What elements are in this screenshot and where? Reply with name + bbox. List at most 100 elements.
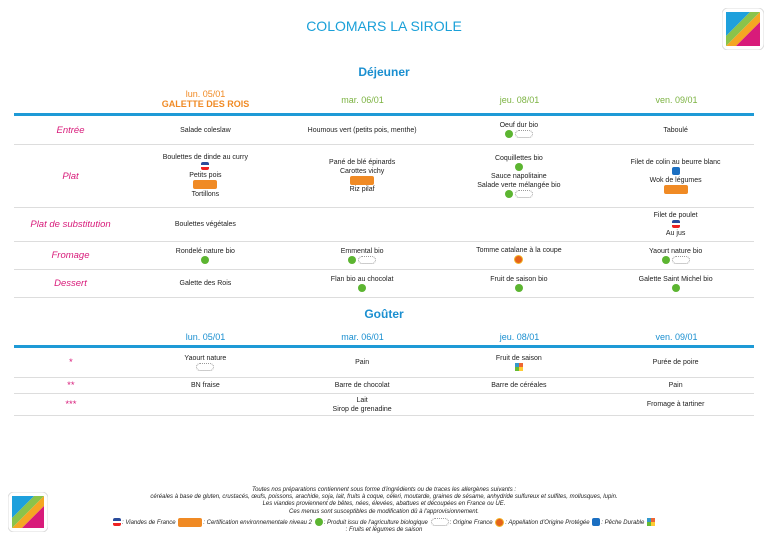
- cell: Filet de colin au beurre blanc Wok de lég…: [597, 144, 754, 208]
- label-icon: [646, 518, 655, 527]
- text: Fruit de saison bio: [490, 275, 548, 283]
- cell: Emmental bio: [283, 241, 441, 270]
- label-icon: [671, 166, 680, 175]
- label-icon: [514, 189, 533, 198]
- text: Pain: [668, 382, 683, 389]
- label-icon: [671, 255, 690, 264]
- text: Salade verte mélangée bio: [477, 181, 561, 189]
- label-icon: [504, 130, 513, 139]
- text: : Appellation d'Origine Protégée: [505, 519, 590, 526]
- row-label: ***: [14, 393, 127, 416]
- page-title: COLOMARS LA SIROLE: [306, 18, 462, 34]
- text: Tomme catalane à la coupe: [476, 247, 562, 255]
- text: céréales à base de gluten, crustacés, œu…: [150, 494, 618, 501]
- lunch-days: lun. 05/01 GALETTE DES ROIS mar. 06/01 je…: [14, 89, 754, 113]
- text: Ces menus sont susceptibles de modificat…: [289, 508, 479, 515]
- text: : Pêche Durable: [601, 519, 645, 526]
- cell: Fruit de saison: [440, 346, 598, 378]
- footer: Toutes nos préparations contiennent sous…: [60, 487, 708, 534]
- text: Rondelé nature bio: [175, 247, 235, 255]
- text: Pain: [355, 359, 370, 366]
- text: Coquillettes bio: [494, 154, 543, 162]
- text: Fromage à tartiner: [646, 401, 705, 408]
- text: Emmental bio: [340, 247, 384, 255]
- cell: Pain: [283, 346, 441, 378]
- text: Yaourt nature: [184, 354, 227, 362]
- text: Fruit de saison: [495, 354, 542, 362]
- cell: [283, 207, 441, 242]
- label-icon: [514, 130, 533, 139]
- cell: [440, 207, 598, 242]
- cell: [440, 393, 598, 416]
- label-icon: [671, 220, 680, 229]
- label-icon: [113, 518, 122, 527]
- text: Petits pois: [189, 172, 222, 180]
- logo: [722, 8, 764, 50]
- cell: Yaourt nature bio: [597, 241, 754, 270]
- text: : Produit issu de l'agriculture biologiq…: [323, 519, 428, 526]
- text: Filet de poulet: [653, 212, 698, 219]
- cell: Rondelé nature bio: [127, 241, 284, 270]
- cell: [127, 393, 284, 416]
- row-label: *: [14, 346, 127, 378]
- text: Oeuf dur bio: [499, 122, 539, 129]
- day: mar. 06/01: [341, 95, 384, 105]
- label-icon: [358, 255, 377, 264]
- cell: Houmous vert (petits pois, menthe): [283, 114, 441, 145]
- snack-title: Goûter: [364, 307, 404, 321]
- text: Les viandes proviennent de bêtes, nées, …: [262, 501, 506, 508]
- special: GALETTE DES ROIS: [161, 99, 250, 109]
- text: BN fraise: [190, 382, 220, 389]
- label-icon: [314, 518, 323, 527]
- text: Riz pilaf: [349, 186, 375, 194]
- label-icon: [201, 255, 210, 264]
- text: Filet de colin au beurre blanc: [630, 158, 721, 166]
- day: jeu. 08/01: [499, 95, 540, 105]
- label-icon: [663, 184, 688, 194]
- text: Au jus: [665, 230, 686, 237]
- cell: Barre de céréales: [440, 377, 598, 394]
- row-label: Plat: [14, 144, 127, 208]
- label-icon: [196, 362, 215, 371]
- text: : Viandes de France: [122, 519, 176, 526]
- text: Barre de chocolat: [334, 382, 390, 389]
- text: Boulettes végétales: [174, 221, 236, 228]
- label-icon: [358, 283, 367, 292]
- cell: Tomme catalane à la coupe: [440, 241, 598, 270]
- day: jeu. 08/01: [499, 332, 540, 342]
- text: Sauce napolitaine: [491, 172, 547, 180]
- snack-table: * Yaourt nature Pain Fruit de saison Purée d…: [14, 345, 754, 416]
- label-icon: [430, 518, 449, 527]
- row-label: Plat de substitution: [14, 207, 127, 242]
- label-icon: [495, 517, 505, 527]
- lunch-title: Déjeuner: [358, 65, 410, 79]
- label-icon: [592, 518, 601, 527]
- row-label: Fromage: [14, 241, 127, 270]
- text: Lait: [356, 396, 368, 404]
- label-icon: [671, 283, 680, 292]
- cell: Pané de blé épinards Carottes vichy Riz pi…: [283, 144, 441, 208]
- day: ven. 09/01: [655, 95, 698, 105]
- text: Taboulé: [663, 126, 688, 134]
- text: : Certification environnementale niveau …: [203, 519, 313, 526]
- cell: Boulettes de dinde au curry Petits pois To…: [127, 144, 284, 208]
- logo: [8, 492, 48, 532]
- text: Galette des Rois: [179, 280, 232, 287]
- text: Toutes nos préparations contiennent sous…: [251, 487, 517, 493]
- cell: Oeuf dur bio: [440, 114, 598, 145]
- cell: Pain: [597, 377, 754, 394]
- label-icon: [514, 283, 523, 292]
- cell: Coquillettes bio Sauce napolitaine Salade …: [440, 144, 598, 208]
- row-label: **: [14, 377, 127, 394]
- label-icon: [201, 162, 210, 171]
- cell: Fruit de saison bio: [440, 269, 598, 298]
- day: lun. 05/01: [185, 332, 226, 342]
- cell: Barre de chocolat: [283, 377, 441, 394]
- text: : Fruits et légumes de saison: [345, 527, 423, 534]
- label-icon: [178, 517, 203, 527]
- day: mar. 06/01: [341, 332, 384, 342]
- label-icon: [348, 255, 357, 264]
- day: lun. 05/01: [185, 89, 226, 99]
- cell: Galette Saint Michel bio: [597, 269, 754, 298]
- day: ven. 09/01: [655, 332, 698, 342]
